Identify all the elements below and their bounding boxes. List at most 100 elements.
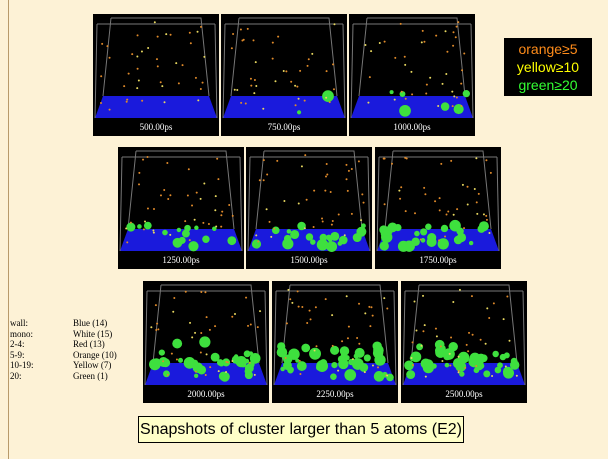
atom (138, 172, 140, 174)
cluster (416, 343, 423, 350)
cluster (344, 369, 356, 381)
cluster (425, 224, 431, 230)
atom (463, 227, 465, 229)
cluster (422, 359, 433, 370)
atom (283, 200, 285, 202)
cluster (320, 359, 328, 367)
atom (195, 77, 197, 79)
atom (330, 191, 332, 193)
atom (452, 105, 454, 107)
atom (326, 173, 328, 175)
cluster (364, 354, 371, 361)
atom (137, 68, 139, 70)
key-color: Orange (10) (73, 350, 136, 361)
atom (386, 375, 388, 377)
cluster (445, 363, 450, 368)
atom (424, 324, 426, 326)
cluster (177, 228, 181, 232)
atom (147, 47, 149, 49)
atom (404, 56, 406, 58)
atom (421, 41, 423, 43)
atom (360, 219, 362, 221)
key-label: 10-19: (10, 360, 73, 371)
atom (162, 360, 164, 362)
cluster (301, 344, 310, 353)
atom (157, 65, 159, 67)
atom (154, 21, 156, 23)
atom (253, 39, 255, 41)
atom (455, 36, 457, 38)
atom (142, 159, 144, 161)
cluster (449, 220, 461, 232)
atom (160, 81, 162, 83)
atom (190, 42, 192, 44)
atom (405, 98, 407, 100)
cluster (217, 359, 224, 366)
atom (377, 366, 379, 368)
atom (460, 83, 462, 85)
atom (485, 159, 487, 161)
color-legend: orange≥5 yellow≥10 green≥20 (504, 38, 592, 96)
atom (247, 325, 249, 327)
atom (164, 101, 166, 103)
atom (411, 93, 413, 95)
atom (200, 291, 202, 293)
atom (215, 226, 217, 228)
cluster (182, 230, 190, 238)
atom (247, 28, 249, 30)
cluster (144, 222, 152, 230)
atom (215, 195, 217, 197)
atom (346, 295, 348, 297)
atom (414, 301, 416, 303)
atom (294, 85, 296, 87)
cluster (427, 233, 436, 242)
cluster (297, 361, 307, 371)
atom (253, 92, 255, 94)
atom (394, 99, 396, 101)
atom (307, 65, 309, 67)
atom (451, 91, 453, 93)
atom (228, 204, 230, 206)
atom (152, 229, 154, 231)
atom (157, 328, 159, 330)
atom (173, 297, 175, 299)
atom (467, 186, 469, 188)
atom (325, 97, 327, 99)
atom (209, 329, 211, 331)
atom (471, 295, 473, 297)
snapshot: 1250.00ps (118, 147, 244, 269)
snapshot: 2000.00ps (143, 281, 269, 403)
atom (332, 220, 334, 222)
cluster (287, 367, 293, 373)
atom (404, 64, 406, 66)
atom (458, 371, 460, 373)
cluster (390, 90, 394, 94)
atom (475, 157, 477, 159)
atom (167, 198, 169, 200)
atom (298, 98, 300, 100)
cluster (453, 358, 464, 369)
key-color: Blue (14) (73, 318, 136, 329)
atom (490, 172, 492, 174)
atom (283, 70, 285, 72)
atom (285, 70, 287, 72)
atom (457, 21, 459, 23)
atom (310, 318, 312, 320)
atom (241, 39, 243, 41)
snapshot: 2250.00ps (272, 281, 398, 403)
time-label: 2500.00ps (445, 389, 483, 399)
atom (220, 214, 222, 216)
time-label: 1500.00ps (290, 255, 328, 265)
atom (337, 370, 339, 372)
cluster (492, 351, 498, 357)
atom (369, 76, 371, 78)
atom (412, 341, 414, 343)
atom (255, 61, 257, 63)
atom (285, 357, 287, 359)
cluster (441, 225, 448, 232)
atom (485, 215, 487, 217)
atom (412, 364, 414, 366)
atom (138, 183, 140, 185)
atom (296, 86, 298, 88)
cluster (414, 231, 420, 237)
